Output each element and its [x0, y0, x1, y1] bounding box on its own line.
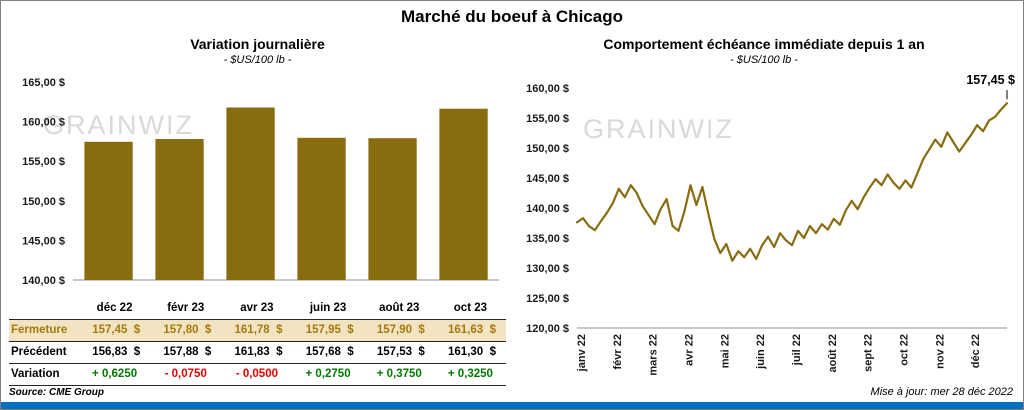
table-cell: 157,53 $: [363, 342, 435, 364]
table-cell: 157,80 $: [150, 320, 222, 342]
table-cell: 161,83 $: [221, 342, 293, 364]
y-axis-label: 155,00 $: [22, 156, 65, 168]
line-chart-subtitle: - $US/100 lb -: [730, 54, 798, 66]
bar-chart-area: GRAINWIZ 140,00 $ 145,00 $ 150,00 $ 155,00 …: [9, 68, 506, 298]
line-chart-area: GRAINWIZ 120,00 $ 125,00 $ 130,00 $ 135,00 …: [511, 68, 1017, 398]
table-cell: + 0,6250: [79, 364, 151, 386]
page-title: Marché du boeuf à Chicago: [401, 7, 623, 26]
table-cell: 157,95 $: [292, 320, 364, 342]
last-price-annotation: 157,45 $: [966, 73, 1015, 87]
bar: [226, 107, 275, 280]
table-col-header: avr 23: [221, 298, 293, 320]
bar: [155, 139, 204, 280]
table-cell: 161,63 $: [434, 320, 506, 342]
table-row-label: Variation: [9, 364, 79, 386]
bar-chart-title: Variation journalière: [190, 36, 325, 52]
table-col-header: déc 22: [79, 298, 151, 320]
y-axis-label: 140,00 $: [526, 203, 569, 215]
y-axis-label: 130,00 $: [526, 263, 569, 275]
y-axis-label: 160,00 $: [526, 83, 569, 95]
x-axis-label: déc 22: [970, 334, 982, 368]
price-line: [575, 102, 1009, 262]
y-axis-label: 150,00 $: [22, 196, 65, 208]
bar-chart: 140,00 $ 145,00 $ 150,00 $ 155,00 $ 160,00 $…: [22, 77, 499, 287]
y-axis-label: 140,00 $: [22, 275, 65, 287]
table-cell: + 0,2750: [292, 364, 364, 386]
bar-chart-subtitle: - $US/100 lb -: [223, 54, 292, 66]
table-cell: 156,83 $: [79, 342, 151, 364]
table-cell: - 0,0750: [150, 364, 222, 386]
y-axis-label: 165,00 $: [22, 77, 65, 89]
x-axis-label: janv 22: [576, 334, 588, 372]
line-chart-title: Comportement échéance immédiate depuis 1…: [603, 36, 925, 52]
y-axis-label: 125,00 $: [526, 293, 569, 305]
x-axis-label: mai 22: [719, 334, 731, 368]
price-table: déc 22 févr 23 avr 23 juin 23 août 23 oct 23 F…: [9, 298, 506, 386]
grainwiz-watermark: GRAINWIZ: [43, 110, 194, 140]
x-axis-label: oct 22: [899, 334, 911, 366]
bar: [439, 108, 488, 280]
table-corner: [9, 298, 79, 320]
table-col-header: juin 23: [292, 298, 364, 320]
table-col-header: août 23: [363, 298, 435, 320]
table-row-label: Fermeture: [9, 320, 79, 342]
table-cell: 161,30 $: [434, 342, 506, 364]
bar: [368, 138, 417, 280]
y-axis-label: 120,00 $: [526, 323, 569, 335]
x-axis-label: févr 22: [612, 334, 624, 369]
table-cell: 161,78 $: [221, 320, 293, 342]
x-axis-label: juin 22: [755, 334, 767, 370]
source-note: Source: CME Group: [9, 387, 105, 398]
table-cell: + 0,3250: [434, 364, 506, 386]
table-cell: + 0,3750: [363, 364, 435, 386]
table-row-label: Précédent: [9, 342, 79, 364]
table-cell: 157,68 $: [292, 342, 364, 364]
x-axis-label: août 22: [827, 334, 839, 373]
x-axis-label: nov 22: [934, 334, 946, 369]
daily-variation-panel: Variation journalière - $US/100 lb - GRA…: [9, 35, 506, 386]
y-axis-label: 135,00 $: [526, 233, 569, 245]
x-axis-label: avr 22: [684, 334, 696, 366]
table-col-header: févr 23: [150, 298, 222, 320]
y-axis-label: 145,00 $: [22, 235, 65, 247]
table-cell: 157,90 $: [363, 320, 435, 342]
y-axis-label: 145,00 $: [526, 173, 569, 185]
table-cell: - 0,0500: [221, 364, 293, 386]
y-axis-label: 155,00 $: [526, 113, 569, 125]
grainwiz-watermark: GRAINWIZ: [583, 114, 734, 144]
update-note: Mise à jour: mer 28 déc 2022: [870, 386, 1013, 398]
y-axis-label: 160,00 $: [22, 117, 65, 129]
table-cell: 157,88 $: [150, 342, 222, 364]
x-axis-label: sept 22: [863, 334, 875, 372]
footer-bar: [1, 402, 1023, 409]
yearly-trend-panel: Comportement échéance immédiate depuis 1…: [511, 35, 1017, 398]
table-col-header: oct 23: [434, 298, 506, 320]
bar: [84, 141, 133, 280]
x-axis-label: juil 22: [791, 334, 803, 366]
line-chart: 120,00 $ 125,00 $ 130,00 $ 135,00 $ 140,00 $…: [526, 73, 1015, 376]
table-cell: 157,45 $: [79, 320, 151, 342]
bar: [297, 137, 346, 280]
y-axis-label: 150,00 $: [526, 143, 569, 155]
x-axis-label: mars 22: [648, 334, 660, 376]
